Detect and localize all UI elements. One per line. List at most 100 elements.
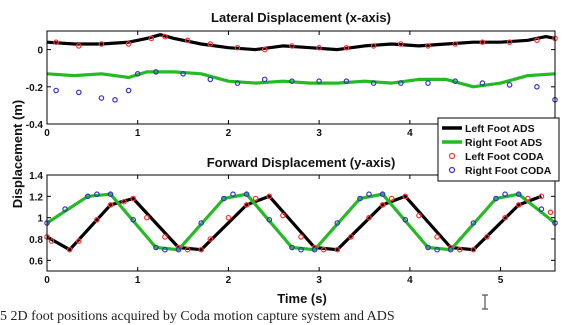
data-point xyxy=(198,220,205,226)
data-point xyxy=(234,80,241,86)
series-line xyxy=(46,70,556,89)
data-point xyxy=(447,246,454,253)
data-point xyxy=(425,244,431,251)
data-point xyxy=(184,37,191,44)
data-point xyxy=(334,246,341,253)
legend-entry: Left Foot ADS xyxy=(442,123,535,135)
data-point xyxy=(479,80,486,86)
legend-entry: Right Foot ADS xyxy=(442,137,542,149)
data-point xyxy=(134,71,141,77)
data-point xyxy=(343,78,350,85)
series-right-foot-ads xyxy=(46,70,556,89)
data-point xyxy=(66,246,73,253)
plot-area xyxy=(46,33,558,103)
data-point xyxy=(538,206,545,212)
data-point xyxy=(397,41,404,47)
data-point xyxy=(76,43,82,49)
data-point xyxy=(180,71,186,77)
data-point xyxy=(162,33,168,40)
data-point xyxy=(53,39,59,46)
x-tick-label: 0 xyxy=(44,275,50,286)
data-point xyxy=(266,193,273,200)
data-point xyxy=(366,191,372,198)
x-tick-label: 2 xyxy=(226,275,232,286)
data-point xyxy=(289,244,295,251)
series-left-foot-ads xyxy=(46,33,556,52)
data-point xyxy=(94,191,100,198)
data-point xyxy=(98,95,105,101)
data-point xyxy=(470,220,477,226)
x-tick-label: 1 xyxy=(135,128,141,139)
legend: Left Foot ADS Right Foot ADS Left Foot COD… xyxy=(437,117,560,182)
data-point xyxy=(370,80,377,86)
data-point xyxy=(366,214,372,221)
y-tick-label: 1.2 xyxy=(29,192,43,203)
data-point xyxy=(107,202,114,208)
data-point xyxy=(534,37,540,44)
data-point xyxy=(538,193,545,200)
data-point xyxy=(506,39,513,46)
data-point xyxy=(506,82,513,88)
data-point xyxy=(153,244,159,251)
data-point xyxy=(175,246,182,253)
series-left-foot-coda xyxy=(44,193,554,253)
data-point xyxy=(266,217,273,223)
data-point xyxy=(243,202,250,208)
data-point xyxy=(298,246,304,253)
data-point xyxy=(121,198,127,205)
legend-entry: Left Foot CODA xyxy=(448,151,544,163)
data-point xyxy=(447,244,454,251)
y-tick-label: -0.4 xyxy=(26,120,44,131)
data-point xyxy=(48,238,55,244)
plot-area xyxy=(44,191,558,253)
data-point xyxy=(425,43,431,49)
data-point xyxy=(148,35,155,42)
legend-entry: Right Foot CODA xyxy=(448,165,552,177)
data-point xyxy=(434,246,440,253)
data-point xyxy=(316,44,322,51)
data-point xyxy=(316,78,322,85)
x-tick-label: 0 xyxy=(44,128,50,139)
data-point xyxy=(261,76,268,83)
data-point xyxy=(502,191,508,198)
data-point xyxy=(130,217,137,223)
x-tick-label: 4 xyxy=(407,128,413,139)
data-point xyxy=(125,41,132,47)
data-point xyxy=(470,246,477,253)
data-point xyxy=(493,195,499,202)
data-point xyxy=(402,217,409,223)
data-point xyxy=(379,191,386,198)
data-point xyxy=(162,246,168,253)
y-tick-label: 0.6 xyxy=(29,256,43,267)
x-tick-label: 5 xyxy=(498,275,504,286)
data-point xyxy=(452,41,459,47)
text-cursor-icon xyxy=(482,294,488,310)
plot-frame xyxy=(46,174,556,272)
data-point xyxy=(175,244,182,251)
data-point xyxy=(261,46,268,53)
chart-panel-2: Forward Displacement (y-axis) 1.4 1.2 1 0.8 0… xyxy=(29,155,558,286)
chart-panel-1: Lateral Displacement (x-axis)0-0.2-0.40 1… xyxy=(26,10,558,139)
legend-label: Right Foot CODA xyxy=(465,165,552,177)
data-point xyxy=(452,78,459,85)
data-point xyxy=(524,195,531,202)
series-left-foot-coda xyxy=(53,33,558,53)
data-point xyxy=(98,41,105,47)
figure-caption: 5 2D foot positions acquired by Coda mot… xyxy=(0,309,395,324)
chart-title: Lateral Displacement (x-axis) xyxy=(211,10,391,25)
data-point xyxy=(198,246,205,253)
data-point xyxy=(515,202,522,208)
data-point xyxy=(153,69,159,75)
data-point xyxy=(402,193,409,200)
data-point xyxy=(207,41,214,47)
data-point xyxy=(311,246,318,253)
data-point xyxy=(76,238,82,244)
data-point xyxy=(234,44,241,51)
data-point xyxy=(479,39,486,46)
series-line xyxy=(46,33,556,52)
shared-y-axis-label: Displacement (m) xyxy=(10,100,25,208)
data-point xyxy=(221,195,227,202)
data-point xyxy=(320,246,327,253)
data-point xyxy=(207,76,214,83)
y-tick-label: 0 xyxy=(37,46,43,57)
